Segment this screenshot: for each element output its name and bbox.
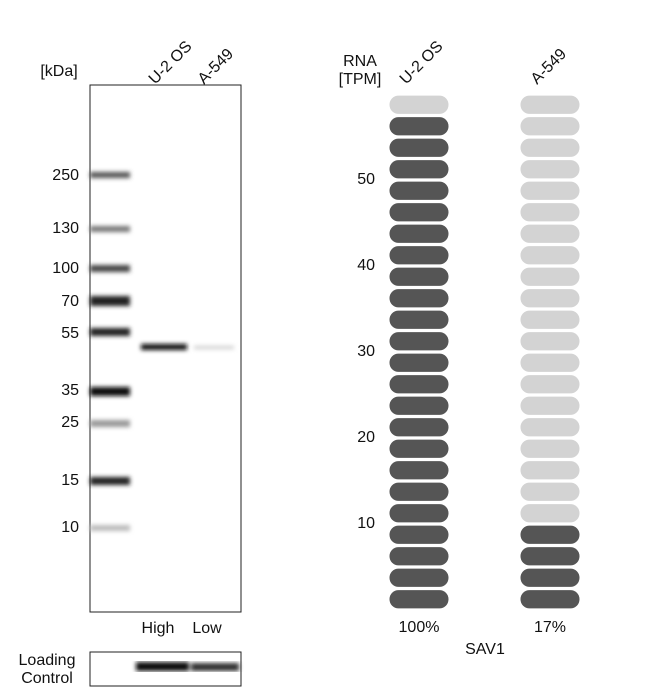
- tpm-pill: [520, 95, 580, 114]
- tpm-pill: [520, 396, 580, 415]
- tpm-pill: [389, 289, 449, 308]
- y-tick-label: 20: [357, 429, 375, 446]
- marker-label: 55: [61, 325, 79, 342]
- y-tick-label: 40: [357, 257, 375, 274]
- tpm-pill: [389, 590, 449, 609]
- tpm-pill: [389, 418, 449, 437]
- tpm-pill: [389, 117, 449, 136]
- category-label: A-549: [528, 46, 570, 88]
- category-label: U-2 OS: [397, 38, 447, 88]
- tpm-pill: [520, 375, 580, 394]
- tpm-pill: [389, 160, 449, 179]
- tpm-pill: [389, 224, 449, 243]
- marker-label: 15: [61, 472, 79, 489]
- marker-label: 10: [61, 519, 79, 536]
- tpm-pill: [520, 224, 580, 243]
- marker-label: 130: [52, 220, 79, 237]
- tpm-pill: [520, 504, 580, 523]
- marker-label: 100: [52, 260, 79, 277]
- tpm-pill: [389, 547, 449, 566]
- marker-label: 35: [61, 382, 79, 399]
- tpm-pill: [520, 547, 580, 566]
- tpm-pill: [389, 267, 449, 286]
- tpm-pill: [389, 246, 449, 265]
- percent-label: 17%: [534, 619, 566, 636]
- tpm-pill: [520, 138, 580, 157]
- tpm-pill: [389, 396, 449, 415]
- tpm-pill: [389, 461, 449, 480]
- tpm-pill: [389, 482, 449, 501]
- level-label: High: [142, 620, 175, 637]
- percent-label: 100%: [399, 619, 440, 636]
- level-label: Low: [192, 620, 222, 637]
- marker-label: 250: [52, 167, 79, 184]
- tpm-pill: [520, 289, 580, 308]
- tpm-pill: [520, 461, 580, 480]
- tpm-pill: [520, 568, 580, 587]
- y-tick-label: 30: [357, 343, 375, 360]
- tpm-pill: [520, 181, 580, 200]
- marker-label: 25: [61, 414, 79, 431]
- tpm-pill: [389, 439, 449, 458]
- tpm-pill: [389, 138, 449, 157]
- unit-label: [kDa]: [40, 63, 77, 80]
- y-tick-label: 50: [357, 171, 375, 188]
- tpm-pill: [520, 353, 580, 372]
- tpm-pill: [389, 181, 449, 200]
- tpm-pill: [389, 310, 449, 329]
- tpm-pill: [520, 310, 580, 329]
- loading-bands: [136, 662, 239, 671]
- lane-label: A-549: [195, 46, 237, 88]
- tpm-pill: [520, 525, 580, 544]
- tpm-pill: [389, 95, 449, 114]
- tpm-pill: [389, 568, 449, 587]
- tpm-pill: [520, 117, 580, 136]
- loading-label: Loading: [19, 652, 76, 669]
- tpm-pill: [389, 504, 449, 523]
- x-label: SAV1: [465, 641, 505, 658]
- tpm-pill: [389, 375, 449, 394]
- tpm-pill: [389, 332, 449, 351]
- tpm-pill: [389, 525, 449, 544]
- tpm-pill: [389, 203, 449, 222]
- lane-label: U-2 OS: [146, 38, 196, 88]
- marker-label: 70: [61, 293, 79, 310]
- y-label: RNA: [343, 53, 377, 70]
- tpm-pill: [520, 482, 580, 501]
- tpm-pill: [520, 160, 580, 179]
- tpm-pill: [520, 590, 580, 609]
- tpm-pill: [520, 246, 580, 265]
- tpm-pill: [520, 267, 580, 286]
- y-label: [TPM]: [339, 71, 382, 88]
- tpm-pill: [520, 439, 580, 458]
- tpm-pill: [520, 418, 580, 437]
- y-tick-label: 10: [357, 515, 375, 532]
- blot-bands: [90, 172, 234, 531]
- loading-label: Control: [21, 670, 73, 687]
- tpm-pill: [520, 332, 580, 351]
- tpm-pill: [520, 203, 580, 222]
- tpm-pill: [389, 353, 449, 372]
